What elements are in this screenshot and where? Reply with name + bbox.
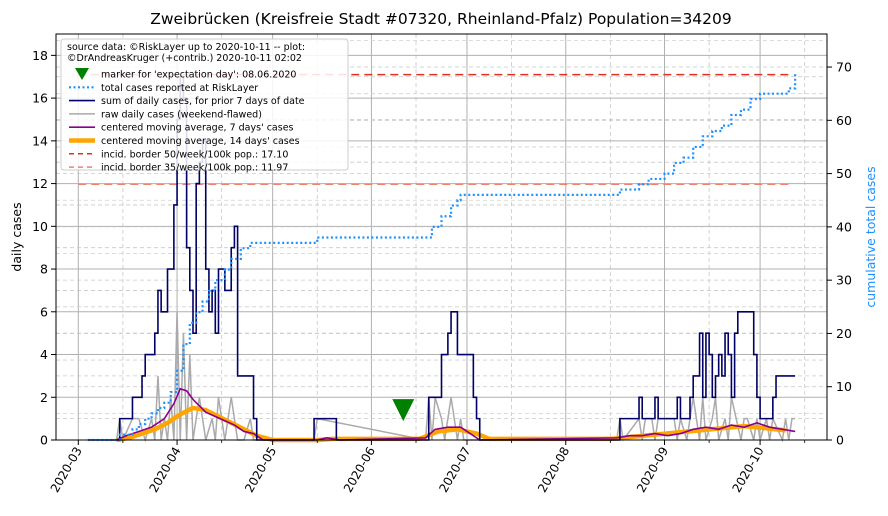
y-tick-label-right: 20 [836,326,852,341]
y-tick-label-right: 30 [836,273,852,288]
plot-frame [55,33,828,441]
x-tick-label: 2020-03 [48,445,85,495]
y-tick-label-left: 6 [40,304,48,319]
y-tick-label-left: 16 [32,91,48,106]
legend-entry-label: incid. border 35/week/100k pop.: 11.97 [101,163,288,174]
y-tick-label-right: 50 [836,166,852,181]
y-tick-label-left: 4 [40,347,48,362]
y-axis-label-right: cumulative total cases [863,166,878,307]
legend-box [60,38,349,171]
expectation-day-marker [392,399,415,422]
y-tick-label-right: 10 [836,379,852,394]
y-tick-label-right: 40 [836,219,852,234]
y-tick-label-left: 14 [32,133,48,148]
y-tick-label-right: 70 [836,60,852,75]
x-tick-label: 2020-10 [729,445,766,495]
x-tick-label: 2020-07 [436,445,473,495]
y-tick-label-left: 10 [32,219,48,234]
legend-entry-label: total cases reported at RiskLayer [101,83,258,94]
legend-entry-label: centered moving average, 14 days' cases [101,136,300,147]
chart-title: Zweibrücken (Kreisfreie Stadt #07320, Rh… [150,10,732,28]
legend-entry-label: marker for 'expectation day': 08.06.2020 [101,70,296,81]
y-axis-label-left: daily cases [9,202,24,271]
legend-swatch-marker [75,68,89,80]
y-tick-label-left: 8 [40,262,48,277]
legend-entry-label: sum of daily cases, for prior 7 days of … [101,96,305,107]
raw-daily-cases-line [115,311,796,443]
legend-entry-label: raw daily cases (weekend-flawed) [101,109,262,120]
x-tick-label: 2020-04 [146,445,183,495]
legend-entry-label: centered moving average, 7 days' cases [101,123,294,134]
legend-header-text: ©DrAndreasKruger (+contrib.) 2020-10-11 … [67,53,302,64]
y-tick-label-left: 2 [40,390,48,405]
y-tick-label-left: 0 [40,433,48,448]
legend-header-text: source data: ©RiskLayer up to 2020-10-11… [67,42,305,53]
x-tick-label: 2020-09 [634,445,671,495]
y-tick-label-right: 0 [836,433,844,448]
y-tick-label-left: 12 [32,176,48,191]
y-tick-label-left: 18 [32,48,48,63]
x-tick-label: 2020-05 [242,445,279,495]
y-tick-label-right: 60 [836,113,852,128]
moving-average-7d-line [116,387,796,441]
legend-entry-label: incid. border 50/week/100k pop.: 17.10 [101,149,288,160]
x-tick-label: 2020-08 [535,445,572,495]
legend: source data: ©RiskLayer up to 2020-10-11… [60,38,349,174]
x-tick-label: 2020-06 [341,445,378,495]
total-cases-line [87,72,797,442]
